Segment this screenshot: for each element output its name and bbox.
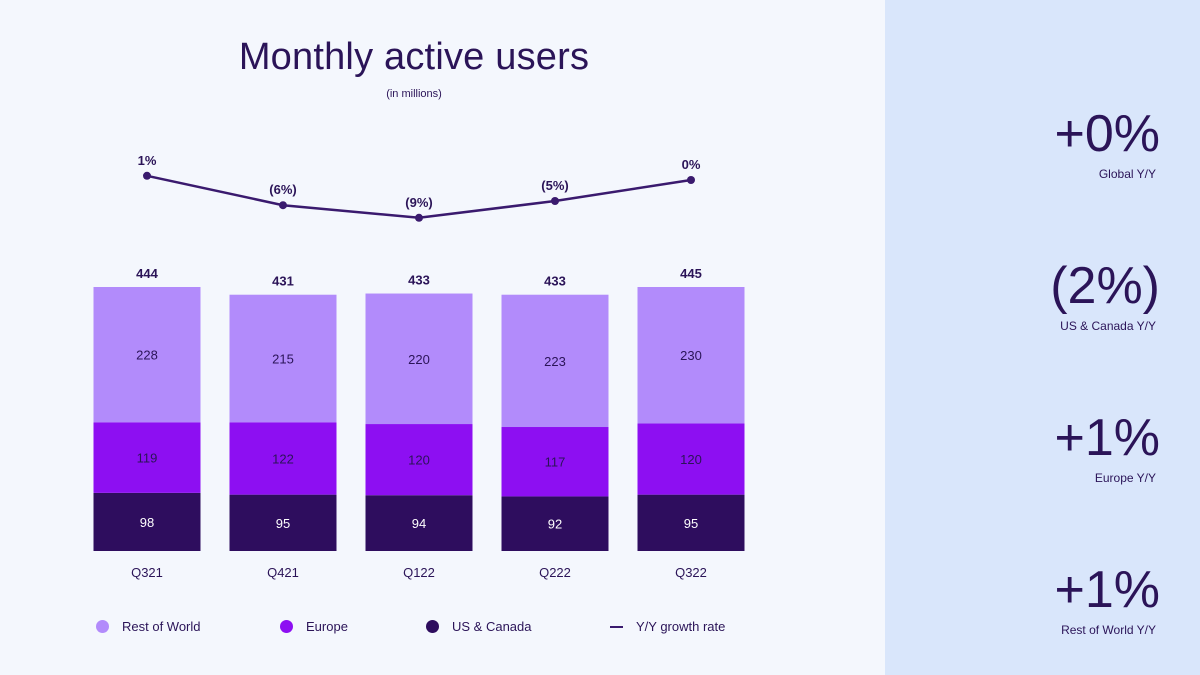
stacked-bar-chart: 98 119 228 444 Q321 95 122 215 431 Q421 94 120 220 43… bbox=[93, 153, 745, 580]
bar-rest-of-world-q122 bbox=[365, 293, 473, 425]
bar-us-canada-q322 bbox=[637, 494, 745, 551]
kpi-europe-label: Europe Y/Y bbox=[1094, 471, 1156, 485]
legend-item-us-canada: US & Canada bbox=[426, 619, 532, 634]
growth-point-q321 bbox=[143, 171, 151, 180]
legend-label-us-canada: US & Canada bbox=[452, 619, 532, 634]
kpi-europe-value: +1% bbox=[1054, 409, 1160, 467]
bar-label-rest-of-world-q321: 228 bbox=[136, 348, 158, 363]
legend-swatch-rest-of-world bbox=[96, 620, 109, 633]
legend-item-europe: Europe bbox=[280, 619, 348, 634]
bar-label-us-canada-q321: 98 bbox=[140, 515, 154, 530]
bar-us-canada-q421 bbox=[229, 494, 337, 551]
growth-point-q222 bbox=[551, 197, 559, 205]
bar-label-us-canada-q222: 92 bbox=[548, 517, 562, 532]
legend-swatch-growth bbox=[610, 625, 623, 628]
growth-label-q322: 0% bbox=[682, 157, 701, 172]
bar-europe-q322 bbox=[637, 423, 745, 495]
bar-label-europe-q322: 120 bbox=[680, 452, 702, 467]
legend-swatch-europe bbox=[280, 620, 293, 633]
bar-total-q122: 433 bbox=[408, 273, 430, 288]
bar-rest-of-world-q222 bbox=[501, 294, 609, 428]
bar-total-q421: 431 bbox=[272, 274, 294, 289]
legend-item-growth: Y/Y growth rate bbox=[610, 619, 725, 634]
legend-item-rest-of-world: Rest of World bbox=[96, 619, 201, 634]
kpi-rest-of-world-label: Rest of World Y/Y bbox=[1061, 623, 1156, 637]
bar-label-europe-q222: 117 bbox=[545, 455, 566, 470]
bar-total-q222: 433 bbox=[544, 274, 566, 289]
bar-total-q321: 444 bbox=[136, 266, 158, 281]
bar-us-canada-q222 bbox=[501, 496, 609, 551]
bar-label-rest-of-world-q322: 230 bbox=[680, 348, 702, 363]
x-tick-q321: Q321 bbox=[131, 565, 163, 580]
growth-label-q321: 1% bbox=[138, 153, 157, 168]
bar-label-rest-of-world-q421: 215 bbox=[272, 351, 294, 366]
chart-area: Monthly active users (in millions) 98 119… bbox=[0, 36, 885, 639]
bar-label-us-canada-q421: 95 bbox=[276, 516, 290, 531]
chart-legend: Rest of World Europe US & Canada Y/Y gro… bbox=[0, 619, 885, 639]
growth-point-q421 bbox=[279, 201, 287, 210]
x-tick-q122: Q122 bbox=[403, 565, 435, 580]
bar-europe-q222 bbox=[501, 427, 609, 497]
bar-total-q322: 445 bbox=[680, 266, 702, 281]
bar-label-europe-q122: 120 bbox=[408, 453, 430, 468]
kpi-global-label: Global Y/Y bbox=[1098, 167, 1156, 181]
bar-label-rest-of-world-q122: 220 bbox=[408, 352, 430, 367]
legend-label-rest-of-world: Rest of World bbox=[122, 619, 201, 634]
growth-point-q122 bbox=[415, 213, 423, 222]
growth-label-q222: (5%) bbox=[541, 178, 568, 193]
x-tick-q222: Q222 bbox=[539, 565, 571, 580]
growth-point-q322 bbox=[687, 176, 695, 184]
bar-europe-q122 bbox=[365, 424, 473, 496]
kpi-us-canada-label: US & Canada Y/Y bbox=[1060, 319, 1156, 333]
growth-label-q421: (6%) bbox=[269, 182, 296, 197]
legend-label-europe: Europe bbox=[306, 619, 348, 634]
bar-us-canada-q122 bbox=[365, 495, 473, 551]
bar-rest-of-world-q421 bbox=[229, 294, 337, 423]
kpi-us-canada-value: (2%) bbox=[1050, 257, 1160, 315]
bar-label-rest-of-world-q222: 223 bbox=[544, 354, 566, 369]
bar-label-us-canada-q122: 94 bbox=[412, 516, 426, 531]
bar-label-europe-q321: 119 bbox=[137, 451, 158, 466]
bar-europe-q421 bbox=[229, 422, 337, 495]
bar-rest-of-world-q322 bbox=[637, 287, 745, 424]
bar-us-canada-q321 bbox=[93, 492, 201, 551]
chart-title: Monthly active users bbox=[238, 36, 590, 78]
bar-rest-of-world-q321 bbox=[93, 287, 201, 423]
legend-swatch-us-canada bbox=[426, 620, 439, 633]
kpi-rest-of-world-value: +1% bbox=[1054, 561, 1160, 619]
bar-label-europe-q421: 122 bbox=[272, 451, 294, 466]
legend-label-growth: Y/Y growth rate bbox=[636, 619, 726, 634]
x-tick-q322: Q322 bbox=[675, 565, 707, 580]
growth-label-q122: (9%) bbox=[405, 195, 432, 210]
chart-subtitle: (in millions) bbox=[386, 88, 442, 100]
kpi-global-value: +0% bbox=[1054, 105, 1160, 163]
x-tick-q421: Q421 bbox=[267, 565, 299, 580]
bar-europe-q321 bbox=[93, 422, 201, 493]
bar-label-us-canada-q322: 95 bbox=[684, 516, 698, 531]
kpi-panel: +0% Global Y/Y (2%) US & Canada Y/Y +1% … bbox=[885, 0, 1200, 675]
